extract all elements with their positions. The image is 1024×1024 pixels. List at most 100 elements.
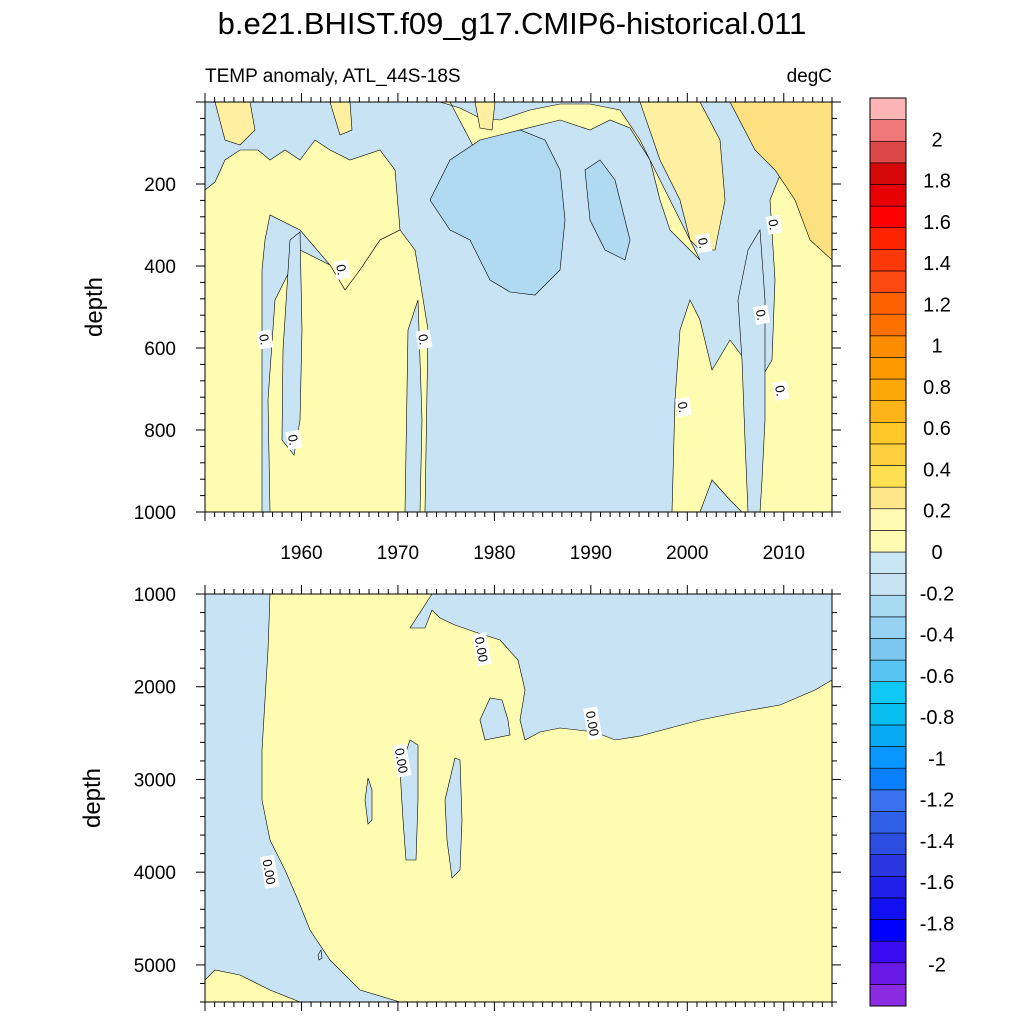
bottom-region-cool-pocket <box>479 697 511 741</box>
colorbar-segment <box>869 746 907 769</box>
top-contour-label-text: 0. <box>415 333 432 346</box>
top-region-warm-middle <box>267 229 429 512</box>
bottom-contour-label-text: 0.00 <box>472 636 491 664</box>
top-subtitle-left: TEMP anomaly, ATL_44S-18S <box>205 66 461 87</box>
top-contour-label: 0. <box>333 259 351 280</box>
bottom-contour-label-bg <box>259 854 280 889</box>
top-region-cool-right-stripe <box>737 229 766 512</box>
top-contour-label-bg <box>695 233 713 254</box>
bottom-contour-label: 0.00 <box>472 632 492 667</box>
bottom-ytick-label: 5000 <box>134 956 176 977</box>
colorbar-segment <box>869 789 907 812</box>
top-contour-label: 0. <box>772 380 790 401</box>
colorbar-segment <box>869 530 907 553</box>
colorbar-segment <box>869 162 907 185</box>
bottom-region-cool-dot <box>317 949 323 961</box>
top-subtitle-right: degC <box>787 66 832 87</box>
colorbar-label: 1.4 <box>923 253 951 275</box>
bottom-ytick-label: 4000 <box>134 863 176 884</box>
colorbar-segment <box>869 703 907 726</box>
colorbar-frame <box>869 97 907 1007</box>
colorbar-label: 0.4 <box>923 459 951 481</box>
colorbar-segment <box>869 767 907 791</box>
top-contour-label-bg <box>753 304 771 325</box>
colorbar-label: -1.4 <box>920 831 954 853</box>
colorbar-segment <box>869 421 907 445</box>
colorbar-segment <box>869 97 907 120</box>
bottom-contour-label-bg <box>392 743 412 778</box>
top-plot-frame <box>204 101 833 513</box>
colorbar-label: 0.2 <box>923 501 951 523</box>
colorbar-label: 1.8 <box>923 171 951 193</box>
top-ytick-label: 1000 <box>134 503 176 524</box>
colorbar-label: 1.6 <box>923 212 951 234</box>
colorbar-segment <box>869 270 907 293</box>
bottom-region-cool-column-b <box>444 757 463 879</box>
colorbar-segment <box>869 897 907 920</box>
colorbar-label: 1.2 <box>923 294 951 316</box>
colorbar-label: 1 <box>931 336 942 358</box>
colorbar-segment <box>869 184 907 207</box>
colorbar-segment <box>869 551 907 574</box>
top-ticks: 1960 1970 1980 1990 2000 2010 200 400 600 800 1000 <box>134 93 841 564</box>
top-xtick-label: 1980 <box>473 543 515 564</box>
top-contour-label-text: 0. <box>675 401 692 414</box>
bottom-ylabel: depth <box>79 768 106 828</box>
colorbar-segment <box>869 292 907 315</box>
top-xtick-label: 2010 <box>763 543 805 564</box>
colorbar-segment <box>869 984 907 1007</box>
colorbar-label: -0.2 <box>920 583 954 605</box>
bottom-ytick-label: 1000 <box>134 585 176 606</box>
top-ytick-label: 800 <box>144 421 176 442</box>
top-xtick-label: 2000 <box>666 543 708 564</box>
top-contour-label-bg <box>765 214 783 235</box>
top-ytick-label: 200 <box>144 175 176 196</box>
colorbar-segment <box>869 616 907 639</box>
top-contour-label-bg <box>772 380 790 401</box>
top-contour-label-bg <box>415 329 433 350</box>
top-region-warm-topleft-streaks <box>214 102 496 146</box>
colorbar-label: 0.6 <box>923 418 951 440</box>
bottom-panel: 1000 2000 3000 4000 5000 0.00 0.00 0.00 0.00 de… <box>79 585 841 1011</box>
colorbar-segment <box>869 638 907 661</box>
colorbar-label: -1.8 <box>920 913 954 935</box>
top-ylabel: depth <box>81 277 108 337</box>
colorbar-segment <box>869 249 907 272</box>
colorbar-segment <box>869 205 907 229</box>
colorbar-segment <box>869 335 907 358</box>
figure-title: b.e21.BHIST.f09_g17.CMIP6-historical.011 <box>218 6 807 41</box>
top-contour-label-bg <box>256 329 274 350</box>
top-contour-field <box>205 102 832 512</box>
top-contour-label-text: 0. <box>772 384 789 397</box>
colorbar-label: -0.8 <box>920 707 954 729</box>
bottom-region-cool-upper-right <box>409 594 832 741</box>
top-region-cool-deep-middle <box>429 129 566 296</box>
bottom-contour-label-text: 0.00 <box>583 710 602 738</box>
colorbar-segment <box>869 594 907 618</box>
colorbar-label: 0 <box>931 542 942 564</box>
colorbar-segment <box>869 724 907 747</box>
bottom-contour-label: 0.00 <box>392 743 412 778</box>
bottom-ytick-label: 3000 <box>134 770 176 791</box>
top-contour-label-bg <box>675 397 692 418</box>
bottom-contour-label-bg <box>583 706 603 741</box>
top-contour-label-bg <box>285 429 303 450</box>
colorbar: 2 1.8 1.6 1.4 1.2 1 0.8 0.6 0.4 0.2 0 -0.2 -0.4 -0.6 -… <box>869 97 954 1007</box>
bottom-contour-label-text: 0.00 <box>260 858 279 886</box>
colorbar-segment <box>869 875 907 899</box>
bottom-contour-label: 0.00 <box>583 706 603 741</box>
top-region-cool-bottom-right <box>699 479 743 512</box>
top-xtick-label: 1970 <box>377 543 419 564</box>
bottom-ytick-label: 2000 <box>134 678 176 699</box>
colorbar-segment <box>869 659 907 683</box>
colorbar-segment <box>869 940 907 964</box>
colorbar-label: -0.6 <box>920 666 954 688</box>
top-xtick-label: 1990 <box>570 543 612 564</box>
colorbar-segment <box>869 508 907 531</box>
bottom-contour-labels: 0.00 0.00 0.00 0.00 <box>259 632 603 889</box>
top-contour-label-text: 0. <box>753 308 770 321</box>
colorbar-label: -1.6 <box>920 872 954 894</box>
colorbar-segment <box>869 681 907 704</box>
top-contour-labels: 0. 0. 0. 0. 0. 0. 0. 0. 0. <box>256 214 790 450</box>
top-contour-label: 0. <box>415 329 433 350</box>
